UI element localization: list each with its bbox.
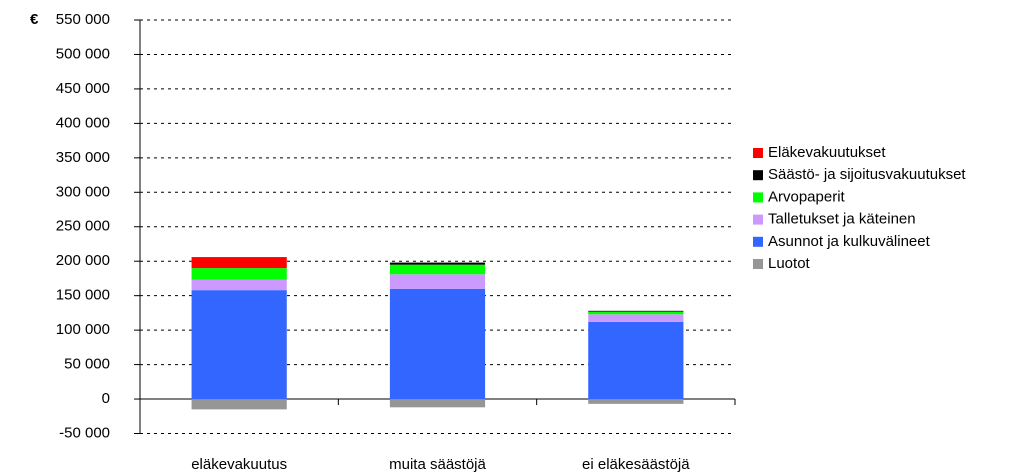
bar-segment [389,262,486,265]
bar-segment [588,311,684,315]
bar-segment [588,321,684,400]
bar-segment [191,257,287,269]
bar-segment [191,399,287,410]
y-tick-label: -50 000 [59,424,110,441]
legend-swatch [753,170,763,181]
legend-label: Eläkevakuutukset [768,144,886,161]
bar-segment [389,288,486,400]
y-tick-label: 50 000 [64,356,110,373]
bar-segment [389,399,486,408]
bar-segment [191,268,287,280]
y-tick-label: 200 000 [56,252,110,269]
legend-label: Asunnot ja kulkuvälineet [768,233,931,250]
y-tick-label: 250 000 [56,218,110,235]
y-tick-label: 150 000 [56,287,110,304]
legend-swatch [753,236,763,247]
y-tick-label: 550 000 [56,11,110,28]
bar-segment [191,290,287,400]
y-tick-label: 450 000 [56,80,110,97]
x-tick-label: eläkevakuutus [191,456,287,473]
x-tick-label: muita säästöjä [389,456,486,473]
bar-segment [588,314,684,322]
bar-segment [588,399,684,404]
y-tick-label: 100 000 [56,321,110,338]
bar-segment [588,310,684,312]
legend-label: Arvopaperit [768,188,846,205]
legend-swatch [753,214,763,225]
y-tick-label: 0 [102,390,110,407]
legend-label: Säästö- ja sijoitusvakuutukset [768,166,966,183]
legend-swatch [753,192,763,203]
legend-label: Luotot [768,255,811,272]
bar-segment [389,264,486,275]
y-tick-label: 500 000 [56,45,110,62]
legend-swatch [753,148,763,158]
x-tick-label: ei eläkesäästöjä [582,456,690,473]
legend-swatch [753,259,763,269]
bar-segment [389,274,486,289]
bar-segment [191,279,287,291]
y-tick-label: 350 000 [56,149,110,166]
y-tick-label: 300 000 [56,183,110,200]
y-tick-label: 400 000 [56,114,110,131]
legend-label: Talletukset ja käteinen [768,211,916,228]
y-axis-label: € [30,11,39,28]
